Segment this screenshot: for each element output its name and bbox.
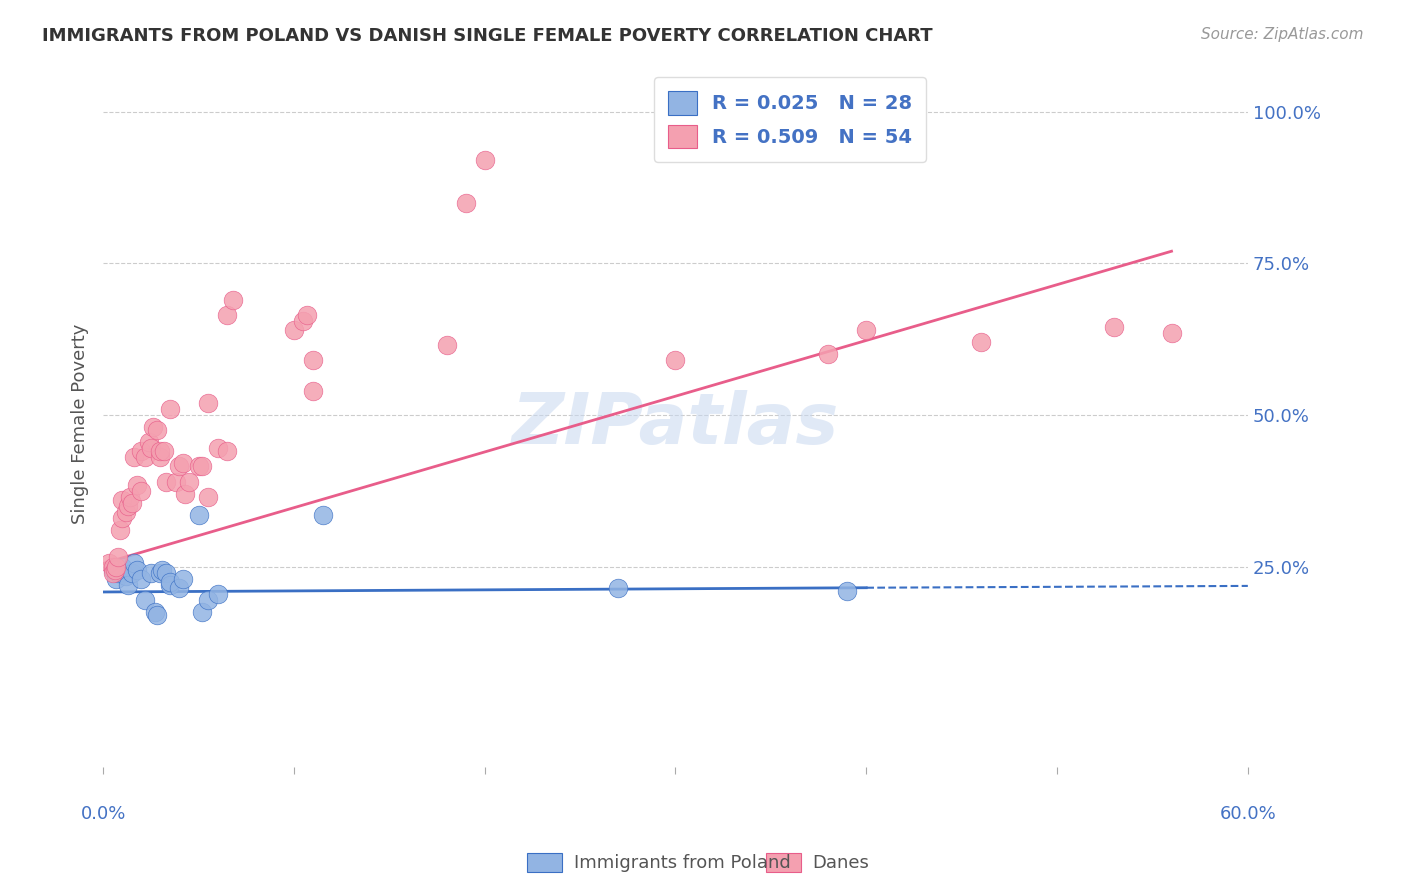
Text: Danes: Danes [813, 854, 869, 871]
Point [187, 459, 209, 474]
Point [197, 592, 219, 607]
Text: Source: ZipAtlas.com: Source: ZipAtlas.com [1201, 27, 1364, 42]
Point [474, 153, 496, 168]
Point [111, 511, 134, 525]
Text: 0.0%: 0.0% [80, 805, 125, 823]
Point [191, 459, 214, 474]
Point [110, 523, 132, 537]
Point [1104, 320, 1126, 334]
Legend: R = 0.025   N = 28, R = 0.509   N = 54: R = 0.025 N = 28, R = 0.509 N = 54 [654, 78, 927, 161]
Point [115, 505, 138, 519]
Point [197, 396, 219, 410]
Point [101, 566, 124, 580]
Point [149, 444, 172, 458]
Point [172, 457, 194, 471]
Point [127, 562, 149, 576]
Point [302, 384, 325, 398]
Point [207, 587, 229, 601]
Point [105, 559, 128, 574]
Point [127, 477, 149, 491]
Point [217, 308, 239, 322]
Point [436, 338, 458, 352]
Point [129, 572, 152, 586]
Point [134, 450, 156, 465]
Point [149, 566, 172, 580]
Point [101, 559, 124, 574]
Text: Immigrants from Poland: Immigrants from Poland [574, 854, 790, 871]
Point [101, 562, 124, 576]
Point [115, 568, 138, 582]
Point [139, 442, 162, 456]
Point [172, 572, 194, 586]
Point [207, 442, 229, 456]
Point [105, 572, 128, 586]
FancyBboxPatch shape [766, 853, 801, 872]
Point [297, 308, 319, 322]
Point [292, 314, 315, 328]
Point [159, 577, 181, 591]
Point [159, 574, 181, 589]
Point [197, 490, 219, 504]
Point [111, 559, 134, 574]
FancyBboxPatch shape [527, 853, 562, 872]
Point [107, 550, 129, 565]
Point [155, 566, 177, 580]
Point [302, 353, 325, 368]
Point [817, 347, 839, 361]
Text: ZIPatlas: ZIPatlas [512, 390, 839, 458]
Point [607, 581, 630, 595]
Text: IMMIGRANTS FROM POLAND VS DANISH SINGLE FEMALE POVERTY CORRELATION CHART: IMMIGRANTS FROM POLAND VS DANISH SINGLE … [42, 27, 932, 45]
Point [222, 293, 245, 307]
Point [134, 592, 156, 607]
Point [149, 450, 172, 465]
Point [187, 508, 209, 522]
Point [122, 557, 145, 571]
Point [139, 566, 162, 580]
Point [150, 562, 173, 576]
Point [145, 423, 167, 437]
Point [970, 335, 993, 350]
Point [129, 483, 152, 498]
Point [118, 490, 141, 504]
Point [117, 577, 139, 591]
Point [145, 607, 167, 622]
Point [159, 401, 181, 416]
Point [837, 583, 859, 598]
Point [117, 499, 139, 513]
Point [129, 444, 152, 458]
Point [107, 566, 129, 580]
Point [217, 444, 239, 458]
Point [142, 420, 165, 434]
Y-axis label: Single Female Poverty: Single Female Poverty [72, 324, 89, 524]
Point [121, 566, 143, 580]
Point [155, 475, 177, 489]
Point [1160, 326, 1182, 340]
Point [855, 323, 877, 337]
Point [174, 487, 197, 501]
Point [122, 450, 145, 465]
Point [121, 496, 143, 510]
Point [283, 323, 305, 337]
Point [169, 581, 191, 595]
Point [664, 353, 686, 368]
Point [454, 195, 477, 210]
Point [191, 605, 214, 619]
Point [311, 508, 333, 522]
Point [177, 475, 200, 489]
Point [143, 605, 166, 619]
Point [169, 459, 191, 474]
Point [103, 562, 125, 576]
Point [138, 435, 160, 450]
Point [165, 475, 187, 489]
Point [97, 557, 120, 571]
Point [111, 492, 134, 507]
Point [153, 444, 176, 458]
Text: 60.0%: 60.0% [1219, 805, 1277, 823]
